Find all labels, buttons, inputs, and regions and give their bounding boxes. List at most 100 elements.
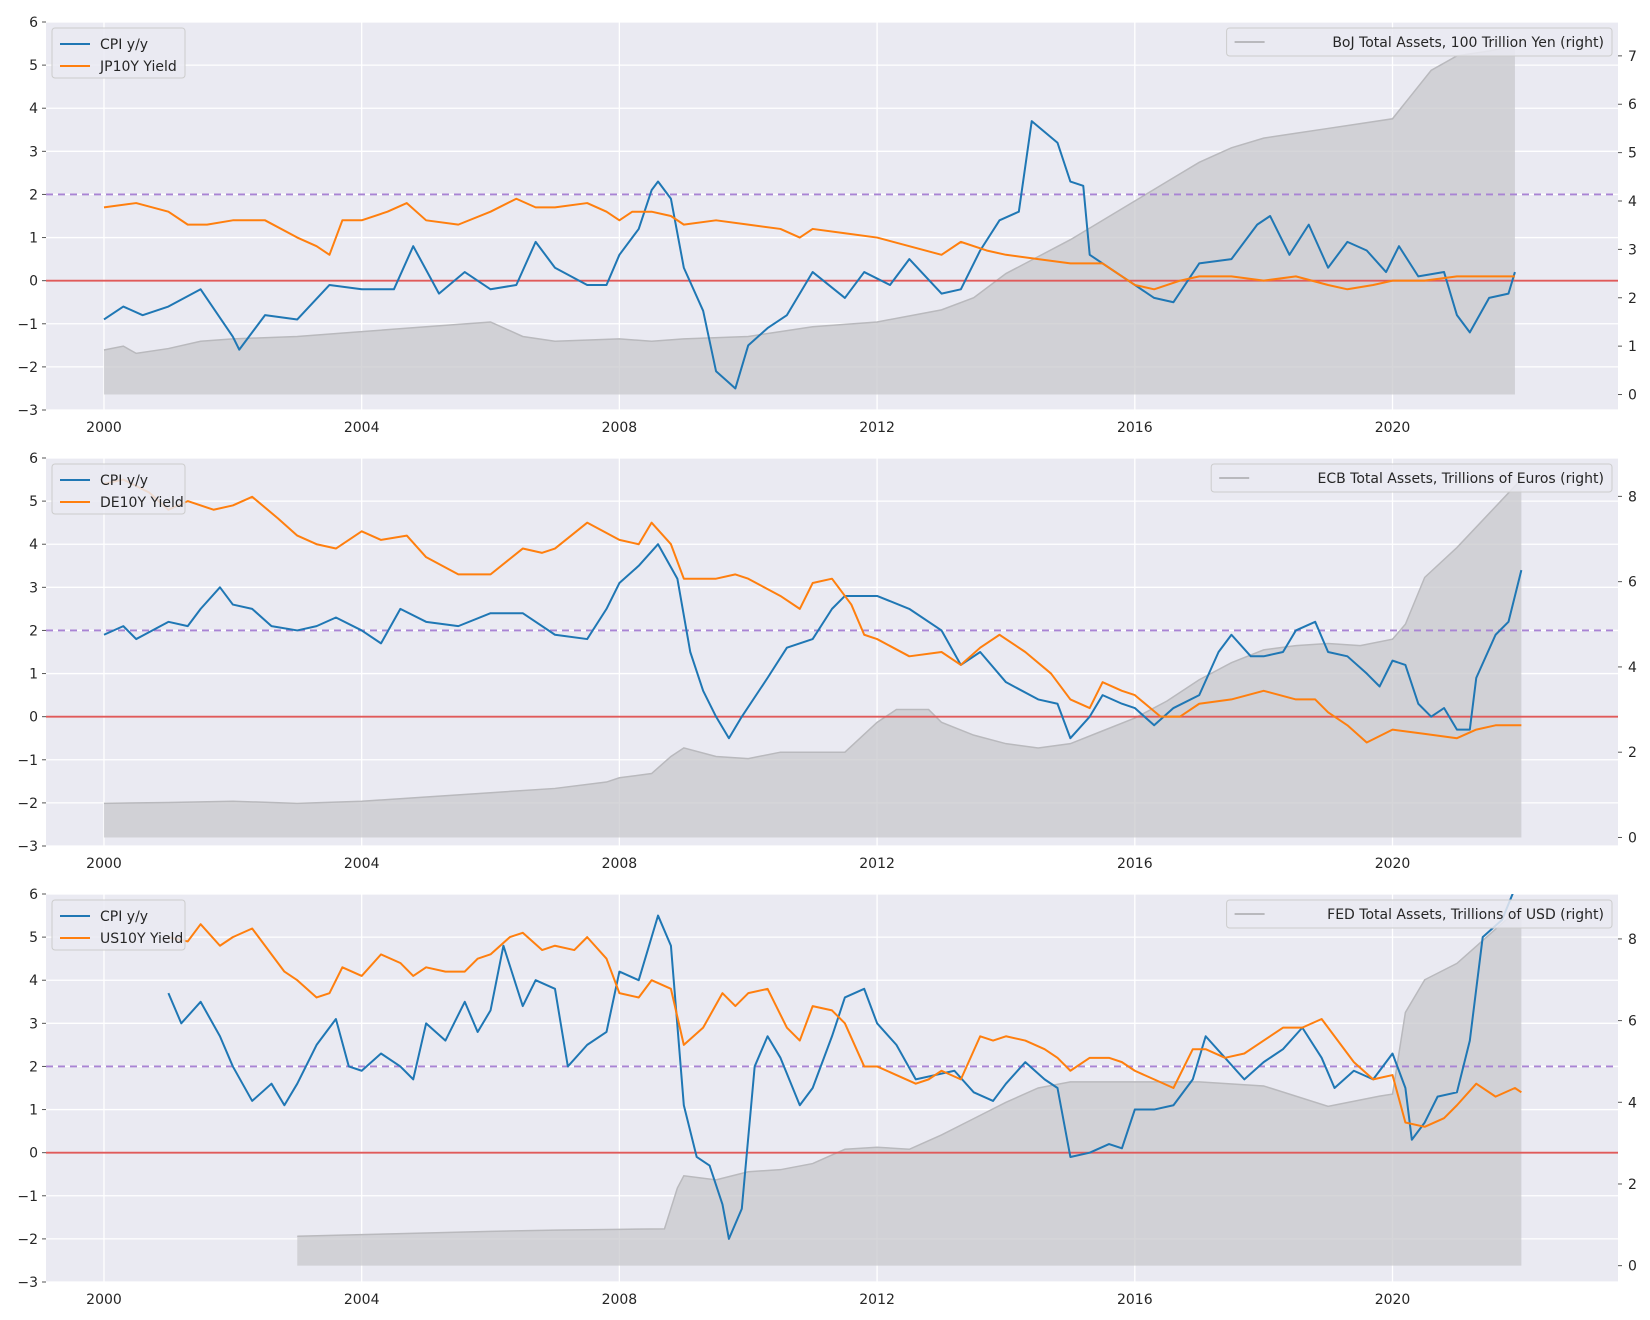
legend-right: FED Total Assets, Trillions of USD (righ… [1226,899,1613,929]
y-tick-label: −1 [17,1189,38,1205]
y-tick-label: 1 [29,667,38,683]
legend-left-label: CPI y/y [100,909,148,925]
y-tick-label: −3 [17,1275,38,1291]
y2-tick-label: 2 [1628,1177,1637,1193]
legend-left-label: US10Y Yield [100,931,183,947]
y-tick-label: 2 [29,187,38,203]
series-cpi-line [167,894,1514,1240]
y-tick-label: 6 [29,451,38,467]
y2-tick-label: 2 [1628,745,1637,761]
panel-euro-area: −3 −2 −1 0 1 2 3 4 5 6 0 2 4 6 8 2000 2004 2008 2012 2016 20… [17,451,1637,872]
y-tick-label: 4 [29,101,38,117]
series-assets-line [103,45,1516,355]
legend-left: CPI y/y JP10Y Yield [51,27,186,79]
series-yield-line [168,923,1522,1128]
x-tick-label: 2016 [1117,1292,1153,1308]
plot-area [46,894,1618,1266]
x-tick-label: 2020 [1375,1292,1411,1308]
y2-tick-label: 0 [1628,1259,1637,1275]
y-tick-label: 3 [29,1016,38,1032]
y-tick-label: −2 [17,360,38,376]
y-tick-label: 6 [29,15,38,31]
series-cpi-line [103,543,1523,740]
plot-area [46,478,1618,838]
legend-right-frame [1226,899,1613,929]
legend-left-label: DE10Y Yield [100,495,184,511]
y-tick-label: 1 [29,231,38,247]
y2-tick-label: 7 [1628,49,1637,65]
legend-left-label: CPI y/y [100,37,148,53]
x-tick-label: 2000 [86,420,122,436]
x-tick-label: 2000 [86,856,122,872]
y-tick-label: −2 [17,796,38,812]
series-assets-area [297,906,1522,1266]
legend-right: BoJ Total Assets, 100 Trillion Yen (righ… [1226,27,1613,57]
series-assets-area [103,479,1522,838]
y2-tick-label: 3 [1628,242,1637,258]
x-tick-label: 2000 [86,1292,122,1308]
y-tick-label: 3 [29,144,38,160]
plot-area [46,45,1618,395]
x-tick-label: 2016 [1117,420,1153,436]
panel-japan: −3 −2 −1 0 1 2 3 4 5 6 0 1 2 3 4 5 6 7 2000 2004 2008 2012 201… [17,15,1637,436]
legend-left: CPI y/y DE10Y Yield [51,463,186,515]
y-tick-label: 2 [29,623,38,639]
y2-tick-label: 5 [1628,146,1637,162]
y-tick-label: 0 [29,710,38,726]
legend-left-label: CPI y/y [100,473,148,489]
x-tick-label: 2012 [859,420,895,436]
y-tick-label: 1 [29,1103,38,1119]
y2-tick-label: 6 [1628,97,1637,113]
y-tick-label: −3 [17,839,38,855]
y-tick-label: 5 [29,494,38,510]
x-tick-label: 2016 [1117,856,1153,872]
y2-tick-label: 6 [1628,1014,1637,1030]
y2-tick-label: 0 [1628,830,1637,846]
series-yield-line [103,197,1515,291]
y-tick-label: 0 [29,274,38,290]
y2-tick-label: 1 [1628,339,1637,355]
y-tick-label: 5 [29,930,38,946]
y-tick-label: 6 [29,887,38,903]
x-tick-label: 2012 [859,856,895,872]
x-tick-label: 2004 [344,420,380,436]
y-tick-label: 2 [29,1059,38,1075]
legend-right-label: FED Total Assets, Trillions of USD (righ… [1327,907,1604,923]
x-tick-label: 2004 [344,856,380,872]
y2-tick-label: 4 [1628,194,1637,210]
y-tick-label: 4 [29,973,38,989]
x-tick-label: 2008 [602,856,638,872]
y-tick-label: 5 [29,58,38,74]
x-tick-label: 2004 [344,1292,380,1308]
legend-right-label: ECB Total Assets, Trillions of Euros (ri… [1317,471,1604,487]
x-tick-label: 2008 [602,420,638,436]
y2-tick-label: 2 [1628,291,1637,307]
y-tick-label: −2 [17,1232,38,1248]
y2-tick-label: 6 [1628,575,1637,591]
x-tick-label: 2020 [1375,856,1411,872]
x-tick-label: 2008 [602,1292,638,1308]
y-tick-label: 3 [29,580,38,596]
legend-left: CPI y/y US10Y Yield [51,899,186,951]
series-cpi-line [103,120,1516,390]
y-tick-label: 4 [29,537,38,553]
series-yield-line [103,478,1522,744]
y2-tick-label: 8 [1628,932,1637,948]
x-tick-label: 2012 [859,1292,895,1308]
series-assets-area [103,46,1515,395]
legend-left-label: JP10Y Yield [99,59,177,75]
series-assets-line [297,905,1522,1238]
y-tick-label: −1 [17,317,38,333]
legend-right-frame [1210,463,1613,493]
y2-tick-label: 8 [1628,489,1637,505]
y-tick-label: 0 [29,1146,38,1162]
y2-tick-label: 0 [1628,388,1637,404]
y2-tick-label: 4 [1628,660,1637,676]
x-tick-label: 2020 [1375,420,1411,436]
legend-right: ECB Total Assets, Trillions of Euros (ri… [1210,463,1613,493]
y2-tick-label: 4 [1628,1095,1637,1111]
legend-right-frame [1226,27,1613,57]
y-tick-label: −3 [17,403,38,419]
series-assets-line [103,478,1522,805]
